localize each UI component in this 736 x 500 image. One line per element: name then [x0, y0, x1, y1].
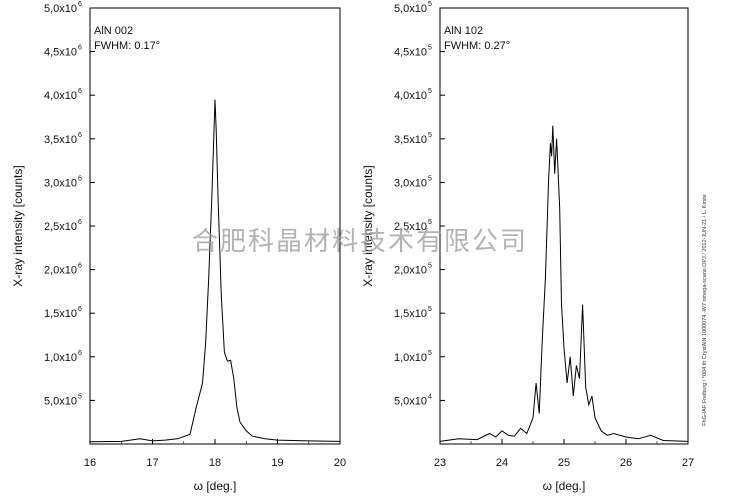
y-tick-exponent: 6	[78, 175, 82, 182]
y-tick-exponent: 5	[428, 132, 432, 139]
y-tick-label: 4,5x10	[44, 47, 77, 59]
y-tick-label: 5,0x10	[44, 3, 77, 15]
x-tick-group: 16 17 18 19 20	[84, 439, 346, 469]
x-tick-label: 17	[146, 457, 158, 469]
y-tick-exponent: 6	[78, 263, 82, 270]
y-tick-exponent: 5	[428, 175, 432, 182]
y-tick-exponent: 6	[78, 350, 82, 357]
y-tick-label: 2,0x10	[44, 265, 77, 277]
side-note: FhG-IAF Freiburg / *004 th CrystAlN 1000…	[702, 194, 708, 426]
y-axis-title: X-ray intensity [counts]	[11, 165, 25, 286]
y-tick-exponent: 5	[428, 88, 432, 95]
panel-aln-102: 5,0x10 41,0x10 51,5x10 52,0x10 52,5x10 53,0x1…	[361, 1, 694, 493]
x-tick-label: 16	[84, 457, 96, 469]
y-tick-exponent: 6	[78, 132, 82, 139]
y-tick-label: 4,5x10	[394, 47, 427, 59]
y-tick-label: 1,5x10	[394, 308, 427, 320]
series-line	[89, 99, 341, 443]
y-tick-label: 3,0x10	[394, 177, 427, 189]
series-line	[439, 125, 689, 442]
x-tick-label: 23	[434, 457, 446, 469]
y-tick-exponent: 5	[428, 219, 432, 226]
x-tick-label: 20	[334, 457, 346, 469]
y-tick-label: 5,0x10	[394, 3, 427, 15]
y-tick-label: 5,0x10	[44, 395, 77, 407]
y-tick-exponent: 5	[428, 306, 432, 313]
y-tick-label: 3,0x10	[44, 177, 77, 189]
panel-title: AlN 102	[444, 25, 483, 37]
x-axis-title: ω [deg.]	[194, 479, 237, 493]
fwhm-annotation: FWHM: 0.17°	[94, 40, 160, 52]
y-tick-exponent: 5	[428, 350, 432, 357]
y-tick-group: 5,0x10 41,0x10 51,5x10 52,0x10 52,5x10 53,0x1…	[394, 1, 445, 445]
x-tick-group: 23 24 25 26 27	[434, 439, 694, 469]
x-tick-label: 18	[209, 457, 221, 469]
y-tick-group: 5,0x10 51,0x10 61,5x10 62,0x10 62,5x10 63,0x1…	[44, 1, 95, 445]
y-tick-exponent: 6	[78, 1, 82, 8]
y-tick-exponent: 5	[78, 393, 82, 400]
watermark-text: 合肥科晶材料技术有限公司	[192, 227, 528, 257]
fwhm-annotation: FWHM: 0.27°	[444, 40, 510, 52]
y-tick-exponent: 5	[428, 263, 432, 270]
x-tick-label: 25	[558, 457, 570, 469]
panel-aln-002: 5,0x10 51,0x10 61,5x10 62,0x10 62,5x10 63,0x1…	[11, 1, 346, 493]
x-tick-label: 26	[620, 457, 632, 469]
y-tick-label: 2,5x10	[394, 221, 427, 233]
x-tick-label: 19	[271, 457, 283, 469]
y-tick-label: 2,5x10	[44, 221, 77, 233]
y-tick-label: 5,0x10	[394, 395, 427, 407]
y-tick-exponent: 6	[78, 88, 82, 95]
y-tick-label: 3,5x10	[44, 134, 77, 146]
x-axis-title: ω [deg.]	[543, 479, 586, 493]
y-tick-exponent: 6	[78, 306, 82, 313]
y-tick-label: 1,0x10	[44, 352, 77, 364]
y-tick-label: 4,0x10	[394, 90, 427, 102]
panel-title: AlN 002	[94, 25, 133, 37]
plot-frame	[89, 7, 341, 445]
y-tick-exponent: 4	[428, 393, 432, 400]
y-tick-label: 2,0x10	[394, 265, 427, 277]
y-tick-label: 3,5x10	[394, 134, 427, 146]
y-tick-exponent: 6	[78, 45, 82, 52]
y-tick-label: 1,5x10	[44, 308, 77, 320]
x-tick-label: 27	[682, 457, 694, 469]
plot-frame	[439, 7, 689, 445]
y-tick-label: 4,0x10	[44, 90, 77, 102]
x-tick-label: 24	[496, 457, 508, 469]
y-tick-exponent: 6	[78, 219, 82, 226]
y-tick-exponent: 5	[428, 45, 432, 52]
y-tick-exponent: 5	[428, 1, 432, 8]
y-axis-title: X-ray intensity [counts]	[361, 165, 375, 286]
y-tick-label: 1,0x10	[394, 352, 427, 364]
